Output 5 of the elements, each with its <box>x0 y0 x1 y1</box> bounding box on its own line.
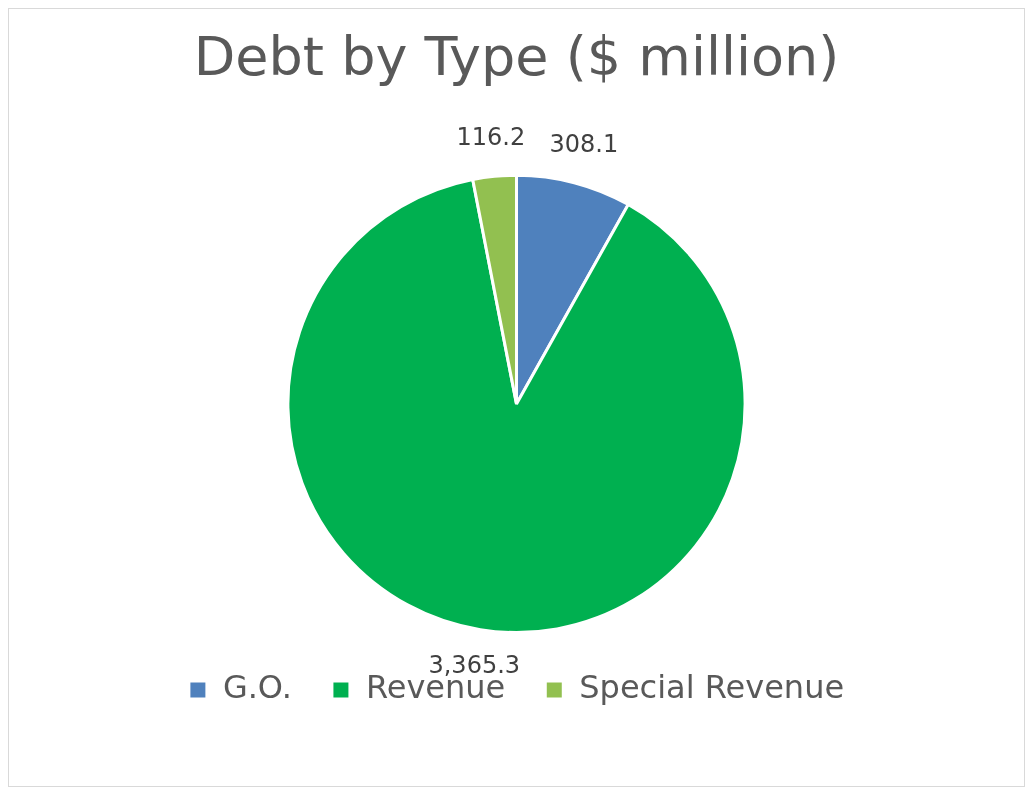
legend-label: Special Revenue <box>579 668 845 707</box>
legend-label: G.O. <box>222 668 292 707</box>
data-label: 308.1 <box>549 130 619 159</box>
chart-title: Debt by Type ($ million) <box>193 25 840 89</box>
data-label: 116.2 <box>456 122 526 151</box>
